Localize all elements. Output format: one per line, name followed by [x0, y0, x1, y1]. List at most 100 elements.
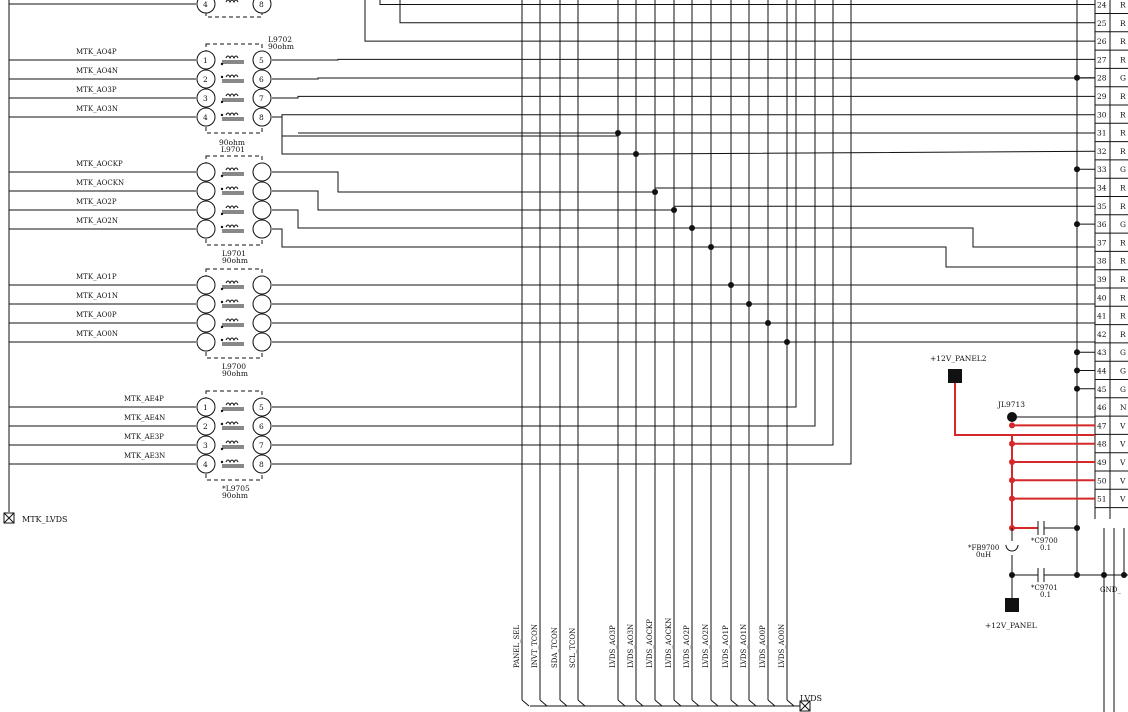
ground-junction-dot — [1074, 166, 1080, 173]
choke-net-label: MTK_AO1N — [76, 292, 118, 300]
lvds-port-cross — [799, 700, 811, 712]
coil-dot — [220, 100, 224, 104]
connector-pin-function: R — [1120, 110, 1126, 119]
connector-pin-number: 40 — [1097, 293, 1107, 302]
coil-dot — [220, 212, 224, 216]
connector-pin-number: 45 — [1097, 385, 1107, 394]
coil-dot — [220, 409, 224, 413]
choke-net-label: MTK_AO3P — [76, 86, 117, 94]
power-rail-top-icon — [948, 369, 962, 383]
choke-pin-number: 4 — [203, 0, 208, 9]
vertical-net-label: LVDS_AO1P — [722, 625, 730, 668]
connector-pin-number: 37 — [1097, 238, 1107, 247]
connector-pin-number: 27 — [1097, 55, 1107, 64]
bus-entry — [710, 699, 719, 707]
choke-value: 90ohm — [222, 491, 248, 500]
connector-pin-function: R — [1120, 293, 1126, 302]
choke-ref: L9702 — [268, 35, 292, 44]
junction-dot — [728, 282, 734, 288]
bus-entry — [748, 699, 757, 707]
choke-pin-number: 4 — [203, 460, 208, 469]
connector-pin-function: G — [1120, 74, 1126, 83]
ground-junction-dot — [1074, 385, 1080, 392]
ferrite-value: 0uH — [976, 551, 991, 559]
power-junction-dot — [1009, 422, 1015, 429]
choke-ref-bottom: L9701 — [221, 145, 245, 154]
junction-dot — [671, 207, 677, 213]
choke-pin-number: 8 — [259, 113, 264, 122]
choke-net-label: MTK_AOCKN — [76, 179, 124, 187]
vertical-net-label: LVDS_AO0N — [778, 624, 786, 668]
coil-icon — [225, 186, 239, 191]
wire-pin-28 — [272, 77, 1095, 80]
choke-pin-number: 2 — [203, 75, 208, 84]
ground-junction-dot — [1074, 349, 1080, 356]
choke-pin-number: 2 — [203, 422, 208, 431]
choke-pin-number: 6 — [259, 75, 264, 84]
coil-dot — [220, 174, 224, 178]
choke-pin-number: 3 — [203, 94, 208, 103]
connector-pin-function: R — [1120, 312, 1126, 321]
bus-entry — [691, 699, 700, 707]
connector-pin-number: 43 — [1097, 348, 1107, 357]
choke-pin-right — [252, 454, 272, 474]
coil-icon — [225, 299, 239, 304]
connector-pin-function: G — [1120, 220, 1126, 229]
choke-pin-number: 1 — [203, 56, 208, 65]
connector-pin-number: 44 — [1097, 367, 1107, 376]
choke-pin-left — [196, 435, 216, 455]
connector-pin-function: G — [1120, 367, 1126, 376]
vertical-net-label: INVT_TCON — [531, 624, 539, 668]
choke-pin-number: 3 — [203, 441, 208, 450]
coil-icon — [225, 318, 239, 323]
connector-pin-function: N — [1120, 403, 1127, 412]
connector-pin-function: R — [1120, 37, 1126, 46]
connector-pin-function: R — [1120, 92, 1126, 101]
ground-label: GND_ — [1100, 586, 1121, 594]
choke-pin-right — [252, 332, 272, 352]
connector-pin-function: V — [1119, 476, 1126, 485]
coil-icon — [225, 55, 239, 60]
ferrite-ref: *FB9700 — [968, 544, 999, 552]
choke-pin-left — [196, 88, 216, 108]
coil-dot — [220, 287, 224, 291]
coil-icon — [225, 440, 239, 445]
junction-dot — [1074, 525, 1080, 531]
coil-dot — [220, 422, 224, 426]
choke-net-label: MTK_AE3N — [124, 452, 165, 460]
choke-pin-left — [196, 294, 216, 314]
connector-pin-function: R — [1120, 1, 1126, 10]
bus-entry — [767, 699, 776, 707]
choke-pin-number: 5 — [259, 56, 264, 65]
wire-pin-32 — [281, 136, 1096, 155]
choke-pin-left — [196, 454, 216, 474]
choke-pin-number: 8 — [259, 460, 264, 469]
connector-pin-function: R — [1120, 55, 1126, 64]
wire-pin-30 — [281, 114, 1095, 117]
bus-entry — [730, 699, 739, 707]
bus-entry — [521, 699, 530, 707]
coil-icon — [225, 421, 239, 426]
choke-pin-left — [196, 0, 216, 14]
vertical-net-label: SCL_TCON — [569, 628, 577, 668]
wire-ao2n — [272, 228, 711, 248]
choke-pin-right — [252, 162, 272, 182]
choke-pin-right — [252, 69, 272, 89]
connector-pin-number: 50 — [1097, 476, 1107, 485]
choke-value: 90ohm — [268, 42, 294, 51]
connector-pin-function: R — [1120, 184, 1126, 193]
connector-pin-number: 35 — [1097, 202, 1107, 211]
connector-pin-function: G — [1120, 348, 1126, 357]
connector-pin-number: 42 — [1097, 330, 1107, 339]
connector-pin-function: R — [1120, 147, 1126, 156]
power-rail-bottom-icon — [1005, 598, 1019, 612]
connector-pin-number: 28 — [1097, 74, 1107, 83]
junction-dot — [615, 130, 621, 136]
connector-pin-function: R — [1120, 202, 1126, 211]
connector-pin-number: 46 — [1097, 403, 1107, 412]
coil-icon — [225, 459, 239, 464]
choke-pin-number: 8 — [259, 0, 264, 9]
choke-pin-left — [196, 275, 216, 295]
bus-entry — [673, 699, 682, 707]
choke-net-label: MTK_AO0N — [76, 330, 118, 338]
